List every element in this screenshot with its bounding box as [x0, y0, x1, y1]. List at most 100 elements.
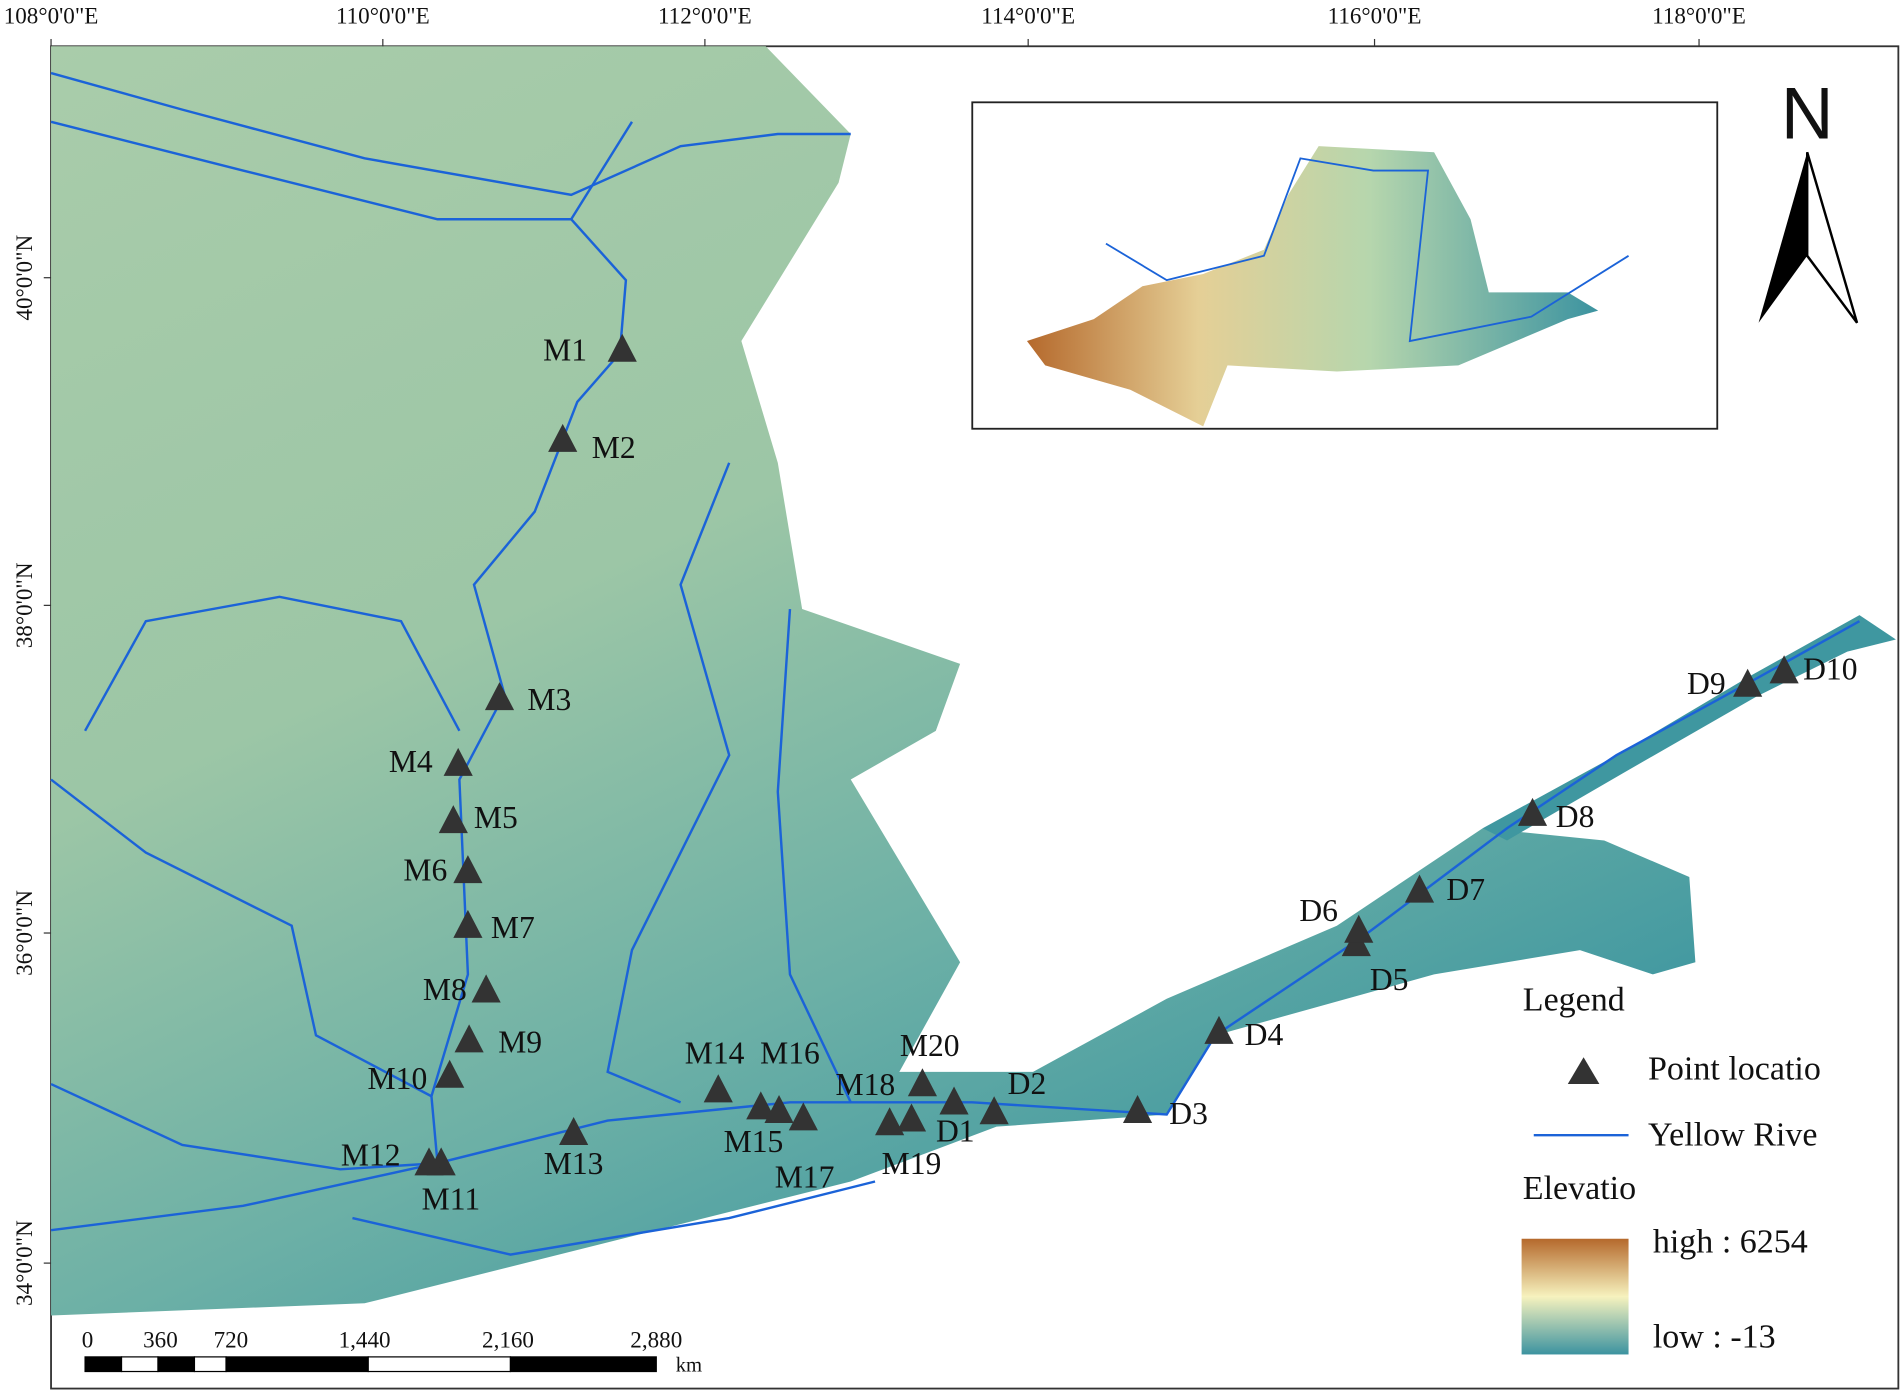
point-marker [875, 1107, 905, 1136]
latitude-label: 34°0'0"N [11, 1220, 37, 1306]
point-label: M18 [835, 1067, 895, 1102]
point-marker [453, 855, 483, 884]
terrain [51, 46, 1696, 1316]
north-arrow: N [1758, 74, 1859, 324]
longitude-label: 110°0'0"E [336, 3, 430, 29]
latitude-label: 36°0'0"N [11, 890, 37, 976]
scale-segment [84, 1356, 123, 1373]
points: M1 M2 M3 M4 M5 M6 M7 M8 M9 M10 M11 M12 M13 M14 M15 M16 M… [341, 332, 1858, 1216]
point-marker [896, 1103, 927, 1132]
point-marker [1204, 1015, 1234, 1044]
scale-segment [193, 1356, 227, 1373]
point-marker [471, 974, 501, 1003]
point-label: D10 [1803, 652, 1857, 687]
point-label: M1 [543, 332, 587, 367]
legend-item: Yellow Rive [1648, 1116, 1817, 1153]
point-label: M19 [882, 1146, 942, 1181]
point-marker [414, 1147, 444, 1176]
longitude-label: 108°0'0"E [4, 3, 99, 29]
point-marker [435, 1059, 465, 1088]
point-marker [1344, 914, 1374, 943]
point-marker [1517, 797, 1548, 826]
point-label: D9 [1687, 666, 1726, 701]
point-label: M9 [498, 1024, 542, 1059]
point-label: M17 [775, 1160, 835, 1195]
terrain-east [1482, 615, 1896, 841]
point-label: D3 [1169, 1096, 1208, 1131]
point-label: M14 [685, 1035, 745, 1070]
legend: Legend Point locatio Yellow Rive Elevati… [1521, 981, 1821, 1356]
scale-label: 360 [143, 1327, 178, 1353]
point-marker [939, 1086, 969, 1115]
legend-title: Legend [1523, 981, 1625, 1018]
point-label: D8 [1556, 799, 1595, 834]
point-marker [1769, 655, 1799, 684]
point-label: M6 [403, 853, 447, 888]
scale-label: 2,880 [630, 1327, 682, 1353]
point-label: M11 [422, 1181, 481, 1216]
point-marker [438, 805, 468, 834]
point-marker [484, 682, 515, 711]
scale-segment [120, 1356, 159, 1373]
legend-item: Point locatio [1648, 1051, 1821, 1088]
point-label: M7 [491, 910, 535, 945]
rivers [50, 71, 1861, 1256]
longitude-label: 118°0'0"E [1652, 3, 1746, 29]
point-label: D6 [1299, 893, 1338, 928]
point-label: D4 [1245, 1017, 1284, 1052]
point-label: D5 [1370, 962, 1409, 997]
scale-segment [225, 1356, 369, 1373]
longitude-label: 114°0'0"E [981, 3, 1075, 29]
inset-river [1105, 157, 1630, 343]
point-label: D2 [1008, 1066, 1047, 1101]
point-label: D7 [1446, 872, 1485, 907]
inset-basin [1026, 146, 1599, 427]
scale-segment [157, 1356, 196, 1373]
point-marker [764, 1095, 794, 1124]
north-label: N [1781, 74, 1834, 155]
point-label: M20 [900, 1028, 960, 1063]
point-marker [979, 1096, 1009, 1125]
point-marker [454, 1024, 484, 1053]
point-label: M15 [724, 1124, 784, 1159]
scale-unit: km [676, 1354, 702, 1376]
point-marker [559, 1116, 589, 1145]
scale-label: 0 [82, 1327, 94, 1353]
point-label: M16 [760, 1035, 820, 1070]
point-marker [607, 333, 637, 362]
point-marker [548, 423, 578, 452]
elevation-title: Elevatio [1523, 1170, 1636, 1207]
axes: 108°0'0"E 110°0'0"E 112°0'0"E 114°0'0"E 116°… [4, 3, 1746, 1306]
point-marker [1404, 874, 1435, 903]
scale-label: 2,160 [482, 1327, 534, 1353]
scale-segment [509, 1356, 657, 1373]
point-marker [443, 747, 473, 776]
point-label: D1 [936, 1113, 975, 1148]
longitude-label: 116°0'0"E [1328, 3, 1422, 29]
longitude-label: 112°0'0"E [658, 3, 752, 29]
point-label: M4 [389, 744, 433, 779]
latitude-label: 40°0'0"N [11, 234, 37, 320]
point-marker [453, 909, 483, 938]
elevation-high: high : 6254 [1653, 1224, 1808, 1261]
point-marker [1733, 668, 1763, 697]
point-label: M13 [544, 1146, 604, 1181]
scale-label: 1,440 [339, 1327, 391, 1353]
scale-segment [367, 1356, 512, 1373]
point-label: M12 [341, 1138, 401, 1173]
point-marker [703, 1074, 733, 1103]
latitude-label: 38°0'0"N [11, 562, 37, 648]
scale-bar: km 0 360 720 1,440 2,160 2,880 [82, 1327, 702, 1377]
point-marker [1122, 1095, 1153, 1124]
point-label: M5 [474, 800, 518, 835]
point-label: M3 [527, 682, 571, 717]
scale-label: 720 [214, 1327, 249, 1353]
point-label: M8 [423, 972, 467, 1007]
point-label: M10 [368, 1061, 428, 1096]
point-label: M2 [592, 430, 636, 465]
elevation-low: low : -13 [1653, 1319, 1776, 1356]
point-marker [907, 1068, 938, 1097]
point-marker [746, 1091, 776, 1120]
point-marker [788, 1102, 818, 1131]
